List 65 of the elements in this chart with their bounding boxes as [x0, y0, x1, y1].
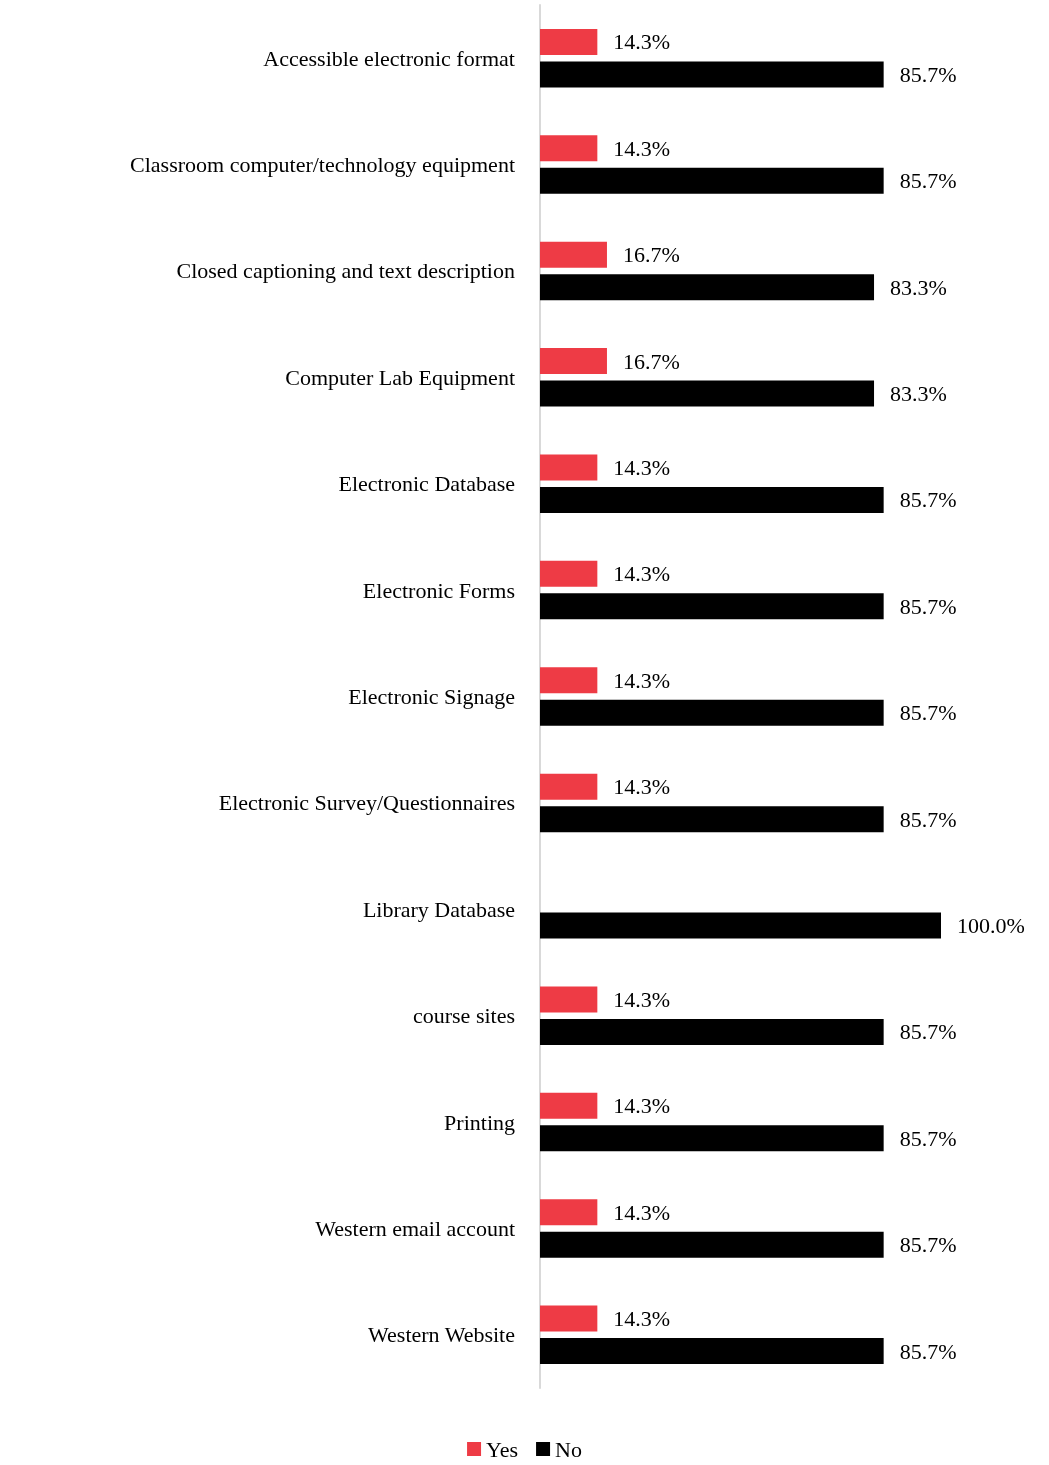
legend-label: No — [555, 1436, 582, 1462]
bar — [540, 1092, 598, 1119]
data-label: 85.7% — [899, 806, 957, 832]
data-label: 14.3% — [613, 29, 671, 55]
legend-label: Yes — [486, 1436, 519, 1462]
data-label: 16.7% — [622, 242, 680, 268]
bar — [540, 241, 607, 268]
bar — [540, 773, 598, 800]
data-label: 85.7% — [899, 168, 957, 194]
y-tick-label: course sites — [412, 1003, 515, 1029]
y-tick-label: Electronic Database — [338, 471, 515, 497]
data-label: 85.7% — [899, 700, 957, 726]
bar — [540, 1018, 884, 1045]
y-tick-label: Classroom computer/technology equipment — [130, 152, 515, 178]
data-label: 85.7% — [899, 593, 957, 619]
bar — [540, 348, 607, 375]
data-label: 14.3% — [613, 135, 671, 161]
bar — [540, 135, 598, 162]
data-label: 85.7% — [899, 487, 957, 513]
y-tick-label: Closed captioning and text description — [176, 258, 515, 284]
bar — [540, 274, 875, 301]
bar — [540, 593, 884, 620]
data-label: 85.7% — [899, 1019, 957, 1045]
bar — [540, 61, 884, 88]
bar — [540, 699, 884, 726]
data-label: 14.3% — [613, 774, 671, 800]
y-tick-label: Computer Lab Equipment — [285, 364, 515, 390]
data-label: 14.3% — [613, 1093, 671, 1119]
y-tick-label: Electronic Signage — [348, 684, 515, 709]
data-label: 14.3% — [613, 561, 671, 587]
y-tick-label: Western Website — [368, 1322, 515, 1348]
data-label: 14.3% — [613, 986, 671, 1012]
data-label: 16.7% — [622, 348, 680, 374]
bar — [540, 380, 875, 407]
bar — [540, 1125, 884, 1152]
bar — [540, 1338, 884, 1365]
data-label: 83.3% — [890, 274, 947, 300]
bar — [540, 912, 941, 939]
data-label: 14.3% — [613, 667, 671, 693]
bar — [540, 1199, 598, 1226]
data-label: 14.3% — [613, 1199, 671, 1225]
data-label: 85.7% — [899, 1338, 957, 1364]
y-tick-label: Electronic Survey/Questionnaires — [218, 790, 515, 816]
bar — [540, 167, 884, 194]
bar — [540, 806, 884, 833]
data-label: 14.3% — [613, 454, 671, 480]
data-label: 14.3% — [613, 1306, 671, 1332]
y-tick-label: Library Database — [362, 896, 515, 922]
data-label: 85.7% — [899, 1125, 957, 1151]
y-tick-label: Printing — [444, 1109, 515, 1135]
bar — [540, 1305, 598, 1332]
bar — [540, 1231, 884, 1258]
bar — [540, 454, 598, 481]
bar — [540, 667, 598, 694]
bar — [540, 28, 598, 55]
y-tick-label: Accessible electronic format — [263, 45, 515, 71]
y-tick-label: Western email account — [315, 1215, 515, 1241]
data-label: 85.7% — [899, 1232, 957, 1258]
y-tick-label: Electronic Forms — [362, 577, 515, 603]
data-label: 100.0% — [957, 913, 1025, 939]
bar — [540, 486, 884, 513]
data-label: 85.7% — [899, 61, 957, 87]
bar — [540, 560, 598, 587]
data-label: 83.3% — [890, 381, 947, 407]
bar — [540, 986, 598, 1013]
